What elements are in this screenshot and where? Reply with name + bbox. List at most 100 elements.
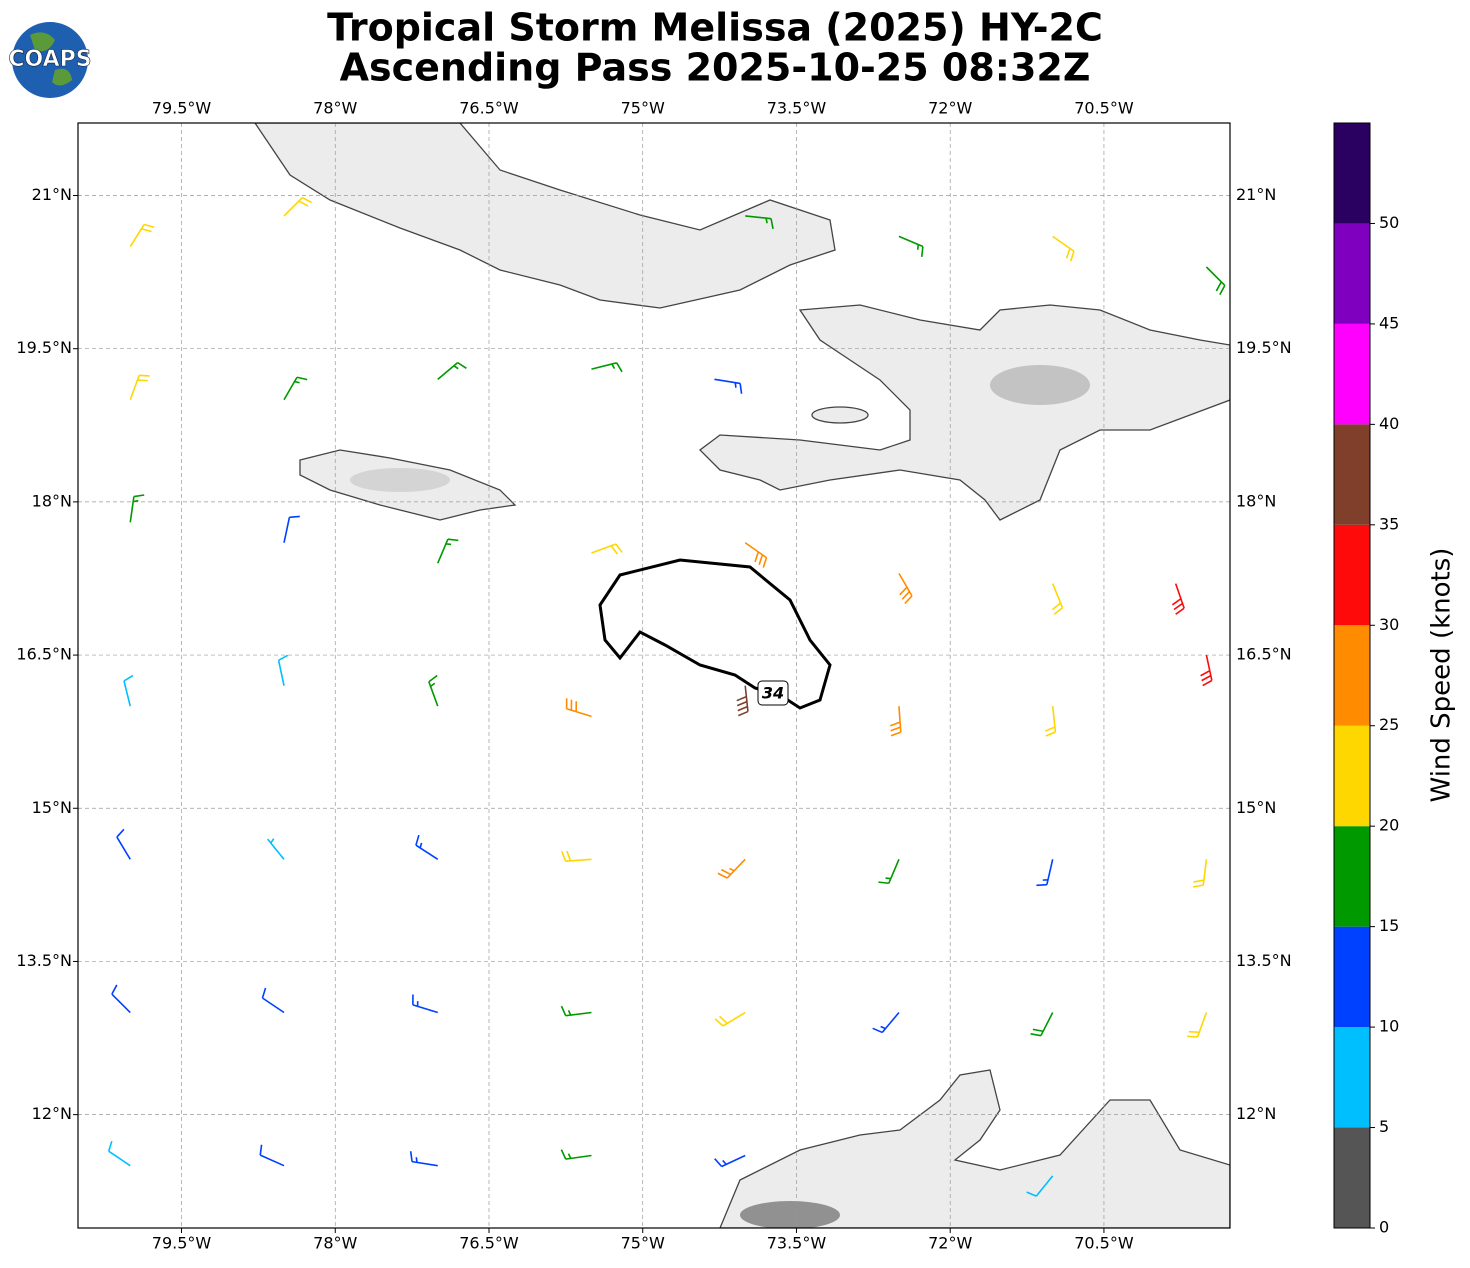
y-tick-label: 15°N — [32, 798, 72, 817]
y-tick-label-right: 18°N — [1236, 491, 1276, 510]
wind-barb — [437, 361, 467, 380]
wind-barb — [1171, 583, 1185, 615]
y-tick-label: 16.5°N — [16, 645, 72, 664]
wind-barb — [736, 685, 749, 717]
wind-barb — [123, 674, 134, 707]
contour-34kt — [598, 558, 832, 710]
wind-barb — [259, 1144, 285, 1167]
colorbar-tick-label: 40 — [1379, 414, 1399, 433]
wind-barb — [1051, 583, 1064, 615]
contour-label: 34 — [762, 684, 784, 703]
cuba — [254, 123, 836, 309]
hispaniola — [699, 304, 1230, 521]
x-tick-label: 70.5°W — [1074, 1234, 1134, 1253]
wind-barb — [1026, 1175, 1054, 1197]
colorbar: 0 5 10 15 20 25 30 35 40 45 50 — [1333, 122, 1399, 1237]
y-tick-label: 12°N — [32, 1104, 72, 1123]
y-tick-label-right: 16.5°N — [1236, 645, 1292, 664]
colorbar-segment — [1334, 826, 1370, 927]
colorbar-tick-label: 5 — [1379, 1117, 1389, 1136]
wind-barb — [745, 215, 774, 230]
terrain-shade — [740, 1201, 840, 1228]
wind-barb — [415, 834, 439, 860]
colorbar-segment — [1334, 926, 1370, 1028]
colorbar-tick-label: 20 — [1379, 816, 1399, 835]
x-tick-label-top: 70.5°W — [1074, 99, 1134, 118]
colorbar-segment — [1334, 1127, 1370, 1228]
wind-barb — [129, 494, 145, 523]
wind-barb — [560, 1005, 592, 1017]
colorbar-segment — [1334, 625, 1370, 726]
colorbar-tick-label: 25 — [1379, 715, 1399, 734]
wind-barb — [261, 987, 285, 1014]
colorbar-tick-label: 10 — [1379, 1017, 1399, 1036]
logo-text: COAPS — [8, 47, 91, 72]
colorbar-frame — [1333, 122, 1371, 1229]
title-line: Tropical Storm Melissa (2025) HY-2C — [327, 6, 1103, 50]
wind-barb — [1052, 235, 1075, 262]
wind-barb — [129, 374, 150, 401]
wind-barb — [898, 235, 924, 257]
x-tick-label: 72°W — [928, 1234, 972, 1253]
colorbar-segment — [1334, 223, 1370, 324]
y-tick-label: 19.5°N — [16, 338, 72, 357]
title-line: Ascending Pass 2025-10-25 08:32Z — [340, 46, 1091, 90]
terrain-shade — [350, 468, 450, 492]
wind-barb — [591, 362, 623, 373]
wind-barb — [890, 706, 902, 737]
wind-barb — [116, 828, 131, 860]
y-tick-label: 21°N — [32, 185, 72, 204]
contour-label-box — [757, 680, 789, 706]
colorbar-tick-label: 35 — [1379, 514, 1399, 533]
wind-barb — [277, 654, 289, 686]
wind-barb — [283, 196, 312, 217]
terrain-shade — [990, 365, 1090, 405]
wind-barb — [412, 994, 438, 1014]
y-tick-label-right: 12°N — [1236, 1104, 1276, 1123]
y-tick-label: 13.5°N — [16, 951, 72, 970]
wind-barb — [1192, 859, 1208, 888]
x-tick-label: 78°W — [313, 1234, 357, 1253]
wind-barb — [107, 1140, 131, 1167]
map-frame — [77, 122, 1231, 1229]
wind-barb — [560, 1149, 592, 1160]
x-tick-label: 79.5°W — [152, 1234, 212, 1253]
south-america — [719, 1069, 1230, 1228]
y-tick-label: 18°N — [32, 491, 72, 510]
x-tick-label-top: 78°W — [313, 99, 357, 118]
x-tick-label: 73.5°W — [767, 1234, 827, 1253]
wind-barb — [1036, 859, 1054, 887]
wind-barb — [744, 542, 768, 568]
logo: COAPS — [8, 22, 92, 98]
wind-barb — [267, 838, 285, 860]
wind-barb — [714, 1011, 746, 1027]
x-tick-label-top: 76.5°W — [459, 99, 519, 118]
wind-barb — [717, 858, 746, 879]
x-tick-label-top: 73.5°W — [767, 99, 827, 118]
wind-barb — [872, 1011, 900, 1034]
wind-barb — [1187, 1012, 1208, 1038]
wind-barb — [561, 850, 592, 862]
colorbar-tick-label: 30 — [1379, 615, 1399, 634]
wind-barb — [428, 674, 439, 707]
colorbar-segment — [1334, 323, 1370, 425]
colorbar-tick-label: 0 — [1379, 1218, 1389, 1237]
colorbar-segment — [1334, 424, 1370, 525]
x-tick-label-top: 72°W — [928, 99, 972, 118]
colorbar-tick-label: 45 — [1379, 313, 1399, 332]
colorbar-segment — [1334, 725, 1370, 827]
x-tick-label: 76.5°W — [459, 1234, 519, 1253]
wind-barb — [1205, 266, 1226, 295]
y-tick-label-right: 13.5°N — [1236, 951, 1292, 970]
gonave — [811, 406, 869, 424]
wind-barb — [591, 543, 623, 555]
wind-barb — [437, 538, 459, 564]
x-tick-label: 75°W — [621, 1234, 665, 1253]
colorbar-label: Wind Speed (knots) — [1427, 548, 1457, 803]
colorbar-segment — [1334, 123, 1370, 224]
basemap — [254, 123, 1230, 1228]
wind-barb — [714, 378, 743, 394]
wind-barb — [878, 859, 900, 885]
wind-barb — [409, 1151, 438, 1167]
